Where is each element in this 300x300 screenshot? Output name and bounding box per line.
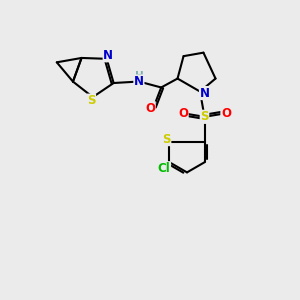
Text: S: S	[87, 94, 95, 107]
Text: O: O	[178, 107, 188, 120]
Text: S: S	[162, 133, 171, 146]
Text: S: S	[200, 110, 209, 123]
Text: O: O	[145, 102, 155, 115]
Text: N: N	[134, 75, 144, 88]
Text: H: H	[134, 71, 143, 81]
Text: Cl: Cl	[158, 162, 170, 175]
Text: N: N	[200, 86, 209, 100]
Text: N: N	[103, 49, 113, 62]
Text: O: O	[221, 107, 231, 120]
